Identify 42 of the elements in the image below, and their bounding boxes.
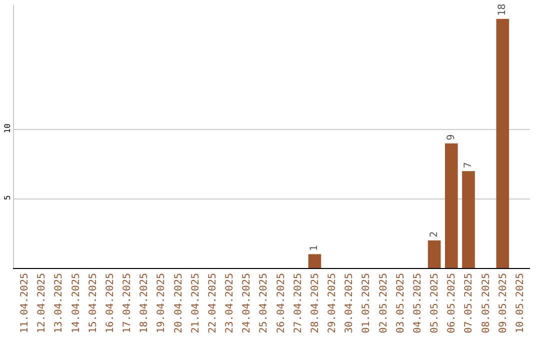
data-label: 1	[309, 245, 320, 252]
x-tick-label: 21.04.2025	[190, 273, 202, 334]
x-tick-label: 14.04.2025	[70, 273, 82, 334]
bar	[462, 171, 475, 268]
y-tick-label: 5	[2, 195, 12, 200]
x-tick-label: 11.04.2025	[20, 273, 30, 334]
x-tick-label: 23.04.2025	[224, 273, 236, 334]
y-tick-label: 10	[2, 123, 12, 134]
x-tick-label: 17.04.2025	[122, 273, 134, 334]
x-tick-label: 16.04.2025	[104, 273, 116, 334]
x-tick-label: 29.04.2025	[327, 273, 338, 334]
x-tick-label: 12.04.2025	[36, 273, 48, 334]
x-tick-label: 04.05.2025	[412, 273, 424, 334]
x-tick-label: 19.04.2025	[156, 273, 168, 334]
x-tick-label: 24.04.2025	[242, 273, 253, 334]
data-label: 18	[497, 4, 508, 16]
x-tick-label: 13.04.2025	[54, 273, 65, 334]
x-tick-label: 18.04.2025	[139, 273, 150, 334]
x-tick-label: 25.04.2025	[258, 273, 270, 334]
data-label: 7	[462, 162, 474, 168]
bar	[496, 18, 510, 268]
x-tick-label: 06.05.2025	[446, 273, 458, 334]
x-tick-label: 03.05.2025	[395, 273, 406, 334]
bar	[308, 254, 322, 268]
x-tick-label: 27.04.2025	[292, 273, 304, 334]
x-tick-label: 05.05.2025	[430, 273, 441, 334]
bar	[428, 240, 441, 268]
x-tick-label: 01.05.2025	[361, 273, 372, 334]
x-tick-label: 07.05.2025	[464, 273, 475, 334]
data-label: 9	[446, 134, 457, 140]
x-tick-label: 09.05.2025	[498, 273, 509, 334]
x-tick-label: 08.05.2025	[480, 273, 492, 334]
x-tick-label: 15.04.2025	[88, 273, 99, 334]
x-tick-label: 28.04.2025	[310, 273, 321, 334]
x-tick-label: 26.04.2025	[276, 273, 287, 334]
x-tick-label: 30.04.2025	[344, 273, 356, 334]
x-tick-label: 20.04.2025	[173, 273, 184, 334]
data-label: 2	[428, 231, 440, 238]
x-tick-label: 10.05.2025	[515, 273, 526, 334]
x-tick-label: 02.05.2025	[378, 273, 390, 334]
x-tick-label: 22.04.2025	[207, 273, 218, 334]
bar	[445, 143, 458, 268]
